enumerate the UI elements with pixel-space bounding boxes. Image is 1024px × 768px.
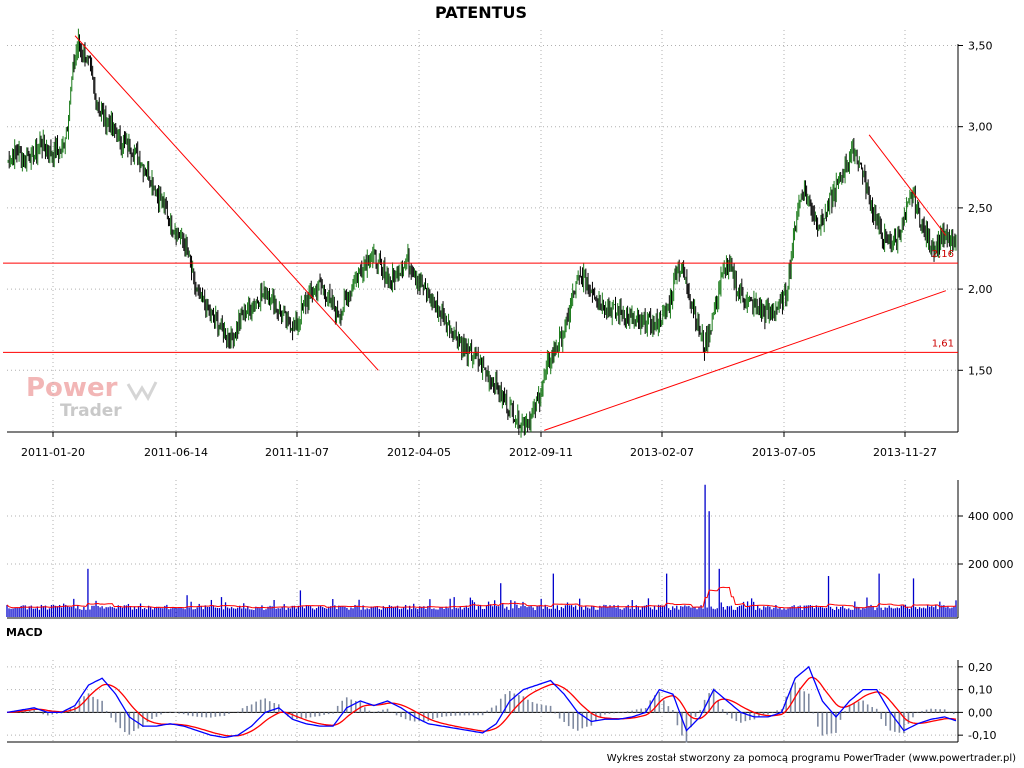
volume-panel: 400 000 200 000 <box>6 480 1014 619</box>
price-x-tick-label: 2011-01-20 <box>21 446 85 459</box>
chart-title: PATENTUS <box>435 3 527 22</box>
price-x-tick-label: 2013-07-05 <box>752 446 816 459</box>
trendline <box>544 290 947 431</box>
price-y-tick-label: 2,50 <box>968 202 993 215</box>
price-x-tick-label: 2012-04-05 <box>387 446 451 459</box>
price-x-tick-label: 2011-06-14 <box>144 446 208 459</box>
macd-y-tick-label: -0,10 <box>968 729 996 742</box>
macd-line <box>6 665 957 739</box>
logo-wave-icon <box>126 381 158 402</box>
price-x-tick-label: 2011-11-07 <box>265 446 329 459</box>
price-y-tick-label: 1,50 <box>968 364 993 377</box>
macd-y-tick-label: 0,00 <box>968 706 993 719</box>
volume-average-line <box>6 586 957 609</box>
price-y-tick-label: 3,50 <box>968 39 993 52</box>
macd-panel: MACD 0,20 0,10 0,00 -0,10 <box>6 626 996 743</box>
price-y-tick-label: 2,00 <box>968 283 993 296</box>
macd-y-tick-label: 0,20 <box>968 661 993 674</box>
logo-trader-text: Trader <box>60 401 122 421</box>
price-y-tick-label: 3,00 <box>968 121 993 134</box>
price-x-tick-label: 2013-11-27 <box>873 446 937 459</box>
volume-y-tick-label: 200 000 <box>968 558 1014 571</box>
logo-power-text: Power <box>26 373 118 403</box>
trendline <box>868 134 947 236</box>
price-x-tick-label: 2012-09-11 <box>509 446 573 459</box>
macd-y-tick-label: 0,10 <box>968 684 993 697</box>
volume-y-tick-label: 400 000 <box>968 510 1014 523</box>
level-label: 1,61 <box>932 338 954 349</box>
trendline <box>74 35 379 371</box>
footer-credit: Wykres został stworzony za pomocą progra… <box>607 753 1016 764</box>
macd-label: MACD <box>6 626 43 639</box>
price-panel: 3,50 3,00 2,50 2,00 1,50 2011-01-20 2011-06-14… <box>3 28 993 459</box>
macd-signal-line <box>6 676 957 737</box>
powertrader-logo: Power Trader <box>26 373 158 421</box>
price-x-tick-label: 2013-02-07 <box>630 446 694 459</box>
level-label: 2,16 <box>932 249 954 260</box>
